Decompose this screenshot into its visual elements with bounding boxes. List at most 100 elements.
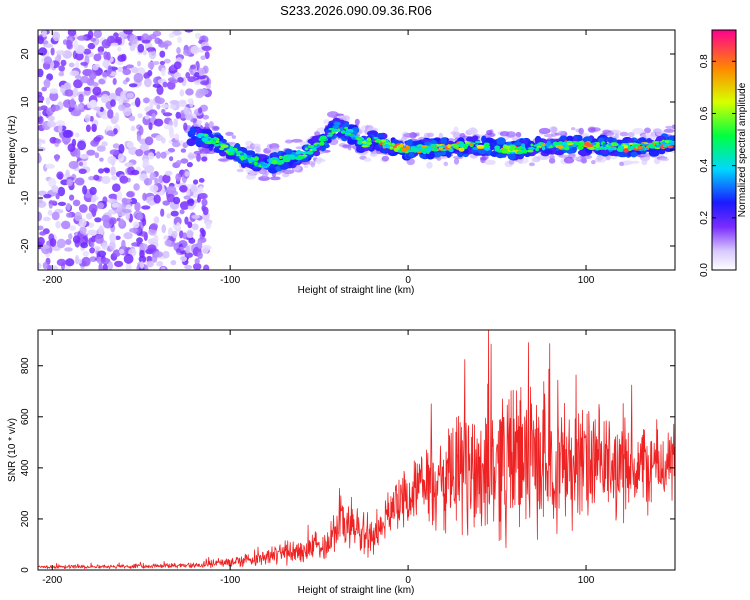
heatmap-ridge-blob <box>313 150 321 157</box>
heatmap-ridge-blob <box>225 155 237 160</box>
heatmap-noise-blob <box>175 173 182 182</box>
heatmap-noise-blob <box>112 78 117 85</box>
heatmap-noise-blob <box>51 104 61 112</box>
heatmap-core-blob <box>254 156 259 161</box>
heatmap-noise-blob <box>202 114 210 120</box>
heatmap-ridge-blob <box>507 152 516 160</box>
heatmap-noise-blob <box>125 77 130 82</box>
heatmap-noise-blob <box>43 78 51 89</box>
heatmap-ridge-blob <box>320 144 326 152</box>
heatmap-noise-blob <box>38 190 47 196</box>
heatmap-noise-blob <box>44 56 52 65</box>
heatmap-noise-blob <box>109 240 116 251</box>
heatmap-noise-blob <box>168 32 175 38</box>
heatmap-noise-blob <box>87 30 94 40</box>
heatmap-noise-blob <box>90 241 95 248</box>
heatmap-noise-blob <box>80 61 88 66</box>
heatmap-noise-blob <box>179 209 185 215</box>
heatmap-noise-blob <box>84 114 91 123</box>
heatmap-noise-blob <box>166 185 177 195</box>
heatmap-core-blob <box>438 145 442 148</box>
heatmap-core-blob <box>260 163 268 167</box>
heatmap-halo-blob <box>641 159 648 166</box>
heatmap-noise-blob <box>168 120 173 127</box>
heatmap-noise-blob <box>57 186 66 197</box>
heatmap-noise-blob <box>123 253 134 264</box>
heatmap-halo-blob <box>199 148 211 154</box>
heatmap-noise-blob <box>66 179 73 187</box>
heatmap-noise-blob <box>190 185 198 193</box>
heatmap-noise-blob <box>179 255 187 262</box>
heatmap-noise-blob <box>108 209 115 215</box>
heatmap-ridge-blob <box>406 139 413 147</box>
heatmap-noise-blob <box>94 152 100 159</box>
heatmap-halo-blob <box>595 155 607 163</box>
heatmap-core-blob <box>476 144 485 149</box>
heatmap-noise-blob <box>48 200 58 205</box>
heatmap-noise-blob <box>101 214 111 223</box>
spectrogram-image <box>38 30 675 270</box>
heatmap-noise-blob <box>88 71 97 80</box>
heatmap-noise-blob <box>92 64 99 71</box>
heatmap-noise-blob <box>130 169 140 176</box>
heatmap-noise-blob <box>198 67 206 77</box>
heatmap-halo-blob <box>403 133 415 138</box>
heatmap-noise-blob <box>66 39 73 50</box>
heatmap-halo-blob <box>270 147 280 154</box>
heatmap-core-blob <box>271 159 278 165</box>
heatmap-noise-blob <box>184 113 194 121</box>
heatmap-halo-blob <box>591 160 596 165</box>
heatmap-core-blob <box>240 156 244 161</box>
heatmap-noise-blob <box>170 210 179 217</box>
heatmap-noise-blob <box>142 192 147 201</box>
heatmap-halo-blob <box>303 164 309 169</box>
heatmap-ridge-blob <box>311 135 322 143</box>
heatmap-ridge-blob <box>496 137 506 145</box>
heatmap-core-blob <box>501 150 509 154</box>
heatmap-noise-blob <box>109 233 117 243</box>
heatmap-noise-blob <box>196 153 201 162</box>
heatmap-noise-blob <box>114 112 120 122</box>
heatmap-noise-blob <box>110 99 116 107</box>
heatmap-noise-blob <box>41 244 50 249</box>
heatmap-noise-blob <box>141 205 151 210</box>
heatmap-noise-blob <box>158 175 164 184</box>
heatmap-noise-blob <box>93 136 102 142</box>
colorbar-tick-label: 0.4 <box>699 158 710 172</box>
heatmap-noise-blob <box>118 143 125 154</box>
heatmap-core-blob <box>576 145 584 150</box>
heatmap-ridge-blob <box>381 147 387 154</box>
heatmap-core-blob <box>288 154 295 158</box>
heatmap-core-blob <box>425 148 431 152</box>
heatmap-core-blob <box>584 141 590 147</box>
heatmap-noise-blob <box>156 261 164 267</box>
heatmap-noise-blob <box>89 115 94 122</box>
heatmap-noise-blob <box>77 140 87 151</box>
heatmap-core-blob <box>296 149 302 155</box>
heatmap-core-blob <box>213 136 217 141</box>
heatmap-noise-blob <box>164 43 169 50</box>
heatmap-noise-blob <box>98 168 104 174</box>
snr-x-label: Height of straight line (km) <box>298 585 415 596</box>
heatmap-noise-blob <box>200 80 210 86</box>
heatmap-halo-blob <box>447 138 455 142</box>
heatmap-noise-blob <box>72 235 81 244</box>
heatmap-core-blob <box>218 141 223 144</box>
heatmap-noise-blob <box>79 226 87 235</box>
heatmap-noise-blob <box>107 198 117 204</box>
heatmap-noise-blob <box>190 45 200 55</box>
heatmap-ridge-blob <box>626 138 635 144</box>
heatmap-noise-blob <box>88 203 98 214</box>
heatmap-noise-blob <box>169 103 177 110</box>
heatmap-noise-blob <box>186 230 194 238</box>
heatmap-noise-blob <box>153 194 161 204</box>
heatmap-core-blob <box>541 146 546 151</box>
heatmap-core-blob <box>316 144 321 148</box>
heatmap-noise-blob <box>101 176 111 184</box>
heatmap-noise-blob <box>199 227 205 234</box>
heatmap-halo-blob <box>381 155 390 162</box>
heatmap-core-blob <box>254 161 258 166</box>
heatmap-noise-blob <box>125 64 134 69</box>
heatmap-core-blob <box>383 143 390 148</box>
